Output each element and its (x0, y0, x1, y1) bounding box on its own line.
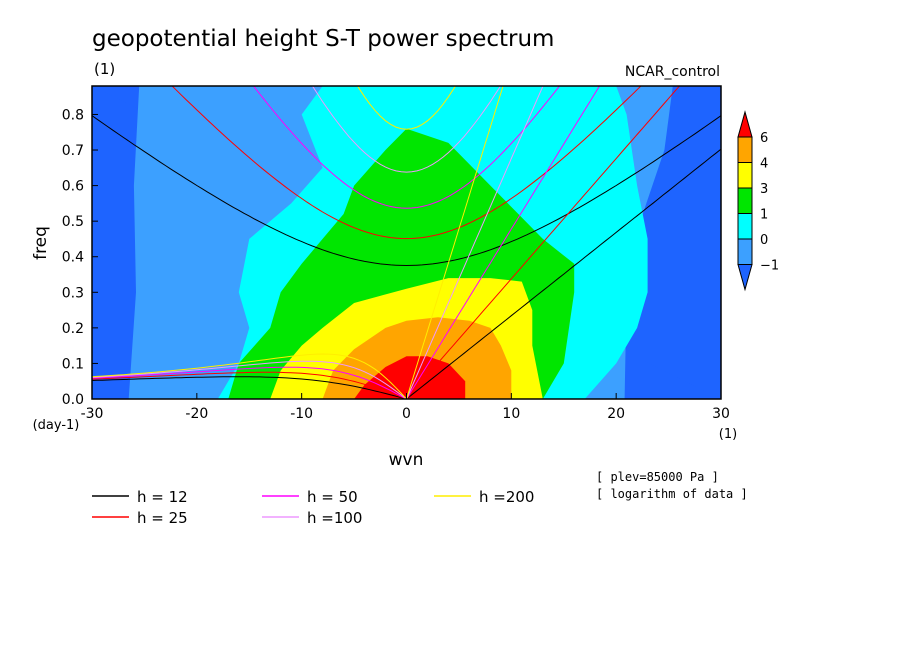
x-tick-label: -10 (290, 406, 313, 422)
y-tick-label: 0.2 (62, 321, 84, 337)
field-level-6-region (354, 356, 466, 399)
colorbar-swatch (737, 213, 753, 240)
y-axis-units: (day-1) (33, 418, 80, 433)
x-tick-label: -30 (81, 406, 104, 422)
dispersion-curve-h200-kelvin (406, 86, 504, 399)
x-axis-units: (1) (719, 427, 737, 442)
dispersion-curve-h25-kelvin (406, 86, 681, 399)
legend-label-h50: h = 50 (307, 488, 358, 506)
colorbar-swatch (737, 238, 753, 265)
dispersion-curve-h200-rossby (92, 353, 407, 399)
y-tick-label: 0.8 (62, 107, 84, 123)
dispersion-curve-h12-inertia-gravity (92, 115, 721, 267)
y-axis-label: freq (31, 226, 51, 260)
colorbar-swatch (737, 187, 753, 214)
y-tick-label: 0.4 (62, 250, 84, 266)
y-tick-label: 0.1 (62, 356, 84, 372)
legend-label-h25: h = 25 (137, 509, 188, 527)
colorbar-swatch (737, 162, 753, 189)
legend-label-h200: h =200 (479, 488, 534, 506)
colorbar-label: −1 (760, 259, 779, 274)
colorbar-upper-triangle (737, 110, 753, 138)
dispersion-curves (92, 86, 721, 399)
colorbar-label: 4 (760, 157, 768, 172)
legend-label-h100: h =100 (307, 509, 362, 527)
dispersion-curve-h100-rossby (92, 360, 407, 399)
spectrum-shaded-field (92, 86, 721, 399)
axes: -30 -20 -10 0 10 20 30 0.0 0.1 0.2 0.3 0.4 0.5 0.6 0.7… (62, 107, 730, 422)
x-tick-label: 0 (402, 406, 411, 422)
x-tick-label: -20 (185, 406, 208, 422)
dispersion-curve-h50-inertia-gravity (252, 86, 561, 209)
y-tick-label: 0.6 (62, 179, 84, 195)
dispersion-curve-h12-kelvin (406, 148, 721, 399)
chart-subtitle-units: (1) (94, 60, 115, 78)
chart-subtitle-case: NCAR_control (625, 64, 720, 80)
colorbar-label: 0 (760, 233, 768, 248)
colorbar-lower-triangle (737, 264, 753, 292)
dispersion-curve-h25-rossby (92, 371, 407, 399)
dispersion-curve-h25-inertia-gravity (171, 86, 642, 240)
note-pressure-level: [ plev=85000 Pa ] (596, 470, 719, 484)
colorbar: 6 4 3 1 0 −1 (737, 110, 779, 292)
colorbar-label: 3 (760, 182, 768, 197)
legend-label-h12: h = 12 (137, 488, 188, 506)
x-axis-label: wvn (389, 450, 424, 470)
y-tick-label: 0.7 (62, 143, 84, 159)
colorbar-swatch (737, 136, 753, 163)
dispersion-curve-h50-rossby (92, 366, 407, 399)
dispersion-curve-h100-inertia-gravity (311, 86, 502, 173)
dispersion-curve-h100-kelvin (406, 86, 544, 399)
dispersion-curve-h12-rossby (92, 376, 407, 399)
note-logarithm: [ logarithm of data ] (596, 487, 748, 501)
x-tick-label: 10 (502, 406, 520, 422)
y-tick-label: 0.5 (62, 214, 84, 230)
colorbar-label: 1 (760, 208, 768, 223)
chart-title: geopotential height S-T power spectrum (92, 26, 554, 52)
colorbar-label: 6 (760, 131, 768, 146)
x-tick-label: 20 (607, 406, 625, 422)
dispersion-curve-h200-inertia-gravity (357, 86, 456, 130)
dispersion-curve-h50-kelvin (406, 86, 601, 399)
legend: h = 12 h = 25 h = 50 h =100 h =200 (92, 488, 534, 527)
x-tick-label: 30 (712, 406, 730, 422)
y-tick-label: 0.0 (62, 392, 84, 408)
y-tick-label: 0.3 (62, 285, 84, 301)
